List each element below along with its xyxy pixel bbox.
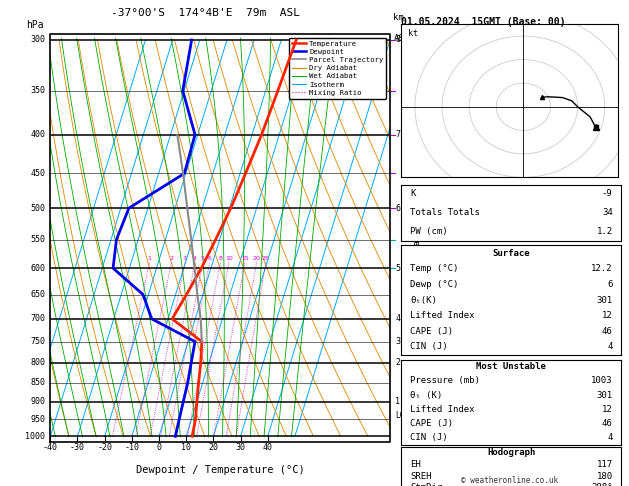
Text: 6: 6 — [395, 204, 400, 213]
Text: 40: 40 — [263, 443, 273, 452]
Text: kt: kt — [408, 29, 418, 38]
Text: Lifted Index: Lifted Index — [410, 405, 475, 414]
Text: Most Unstable: Most Unstable — [476, 362, 547, 371]
Text: hPa: hPa — [26, 20, 44, 30]
Text: 117: 117 — [596, 460, 613, 469]
Text: Dewp (°C): Dewp (°C) — [410, 280, 459, 289]
Legend: Temperature, Dewpoint, Parcel Trajectory, Dry Adiabat, Wet Adiabat, Isotherm, Mi: Temperature, Dewpoint, Parcel Trajectory… — [289, 37, 386, 99]
Text: Temp (°C): Temp (°C) — [410, 264, 459, 273]
Text: 550: 550 — [30, 235, 45, 244]
Text: 1.2: 1.2 — [596, 227, 613, 236]
Text: 950: 950 — [30, 415, 45, 424]
Text: -30: -30 — [70, 443, 85, 452]
Text: -40: -40 — [43, 443, 58, 452]
Text: 301: 301 — [596, 391, 613, 399]
Text: -37°00'S  174°4B'E  79m  ASL: -37°00'S 174°4B'E 79m ASL — [111, 8, 301, 17]
Text: 800: 800 — [30, 358, 45, 367]
Text: 5: 5 — [201, 256, 205, 260]
Text: 30: 30 — [235, 443, 245, 452]
Text: 01.05.2024  15GMT (Base: 00): 01.05.2024 15GMT (Base: 00) — [401, 17, 566, 27]
Text: CIN (J): CIN (J) — [410, 433, 448, 442]
Text: 2: 2 — [395, 358, 400, 367]
Text: 4: 4 — [395, 314, 400, 323]
Text: 850: 850 — [30, 378, 45, 387]
Text: 12: 12 — [602, 311, 613, 320]
Text: Hodograph: Hodograph — [487, 449, 535, 457]
Text: 0: 0 — [157, 443, 162, 452]
Text: Lifted Index: Lifted Index — [410, 311, 475, 320]
Text: 450: 450 — [30, 169, 45, 178]
Text: ASL: ASL — [393, 34, 409, 43]
Text: CIN (J): CIN (J) — [410, 343, 448, 351]
Text: 350: 350 — [30, 86, 45, 95]
Text: 46: 46 — [602, 327, 613, 336]
Text: 20: 20 — [208, 443, 218, 452]
Text: 15: 15 — [241, 256, 248, 260]
Text: 7: 7 — [395, 130, 400, 139]
Text: 180: 180 — [596, 472, 613, 481]
Text: PW (cm): PW (cm) — [410, 227, 448, 236]
Text: LCL: LCL — [395, 412, 409, 420]
Text: Dewpoint / Temperature (°C): Dewpoint / Temperature (°C) — [136, 465, 304, 475]
Text: 4: 4 — [607, 343, 613, 351]
Text: 10: 10 — [181, 443, 191, 452]
Text: 1003: 1003 — [591, 376, 613, 385]
Text: 400: 400 — [30, 130, 45, 139]
Text: 4: 4 — [193, 256, 197, 260]
Text: 6: 6 — [607, 280, 613, 289]
Text: 3: 3 — [183, 256, 187, 260]
Text: 650: 650 — [30, 290, 45, 299]
Text: 1: 1 — [395, 397, 400, 406]
Text: 2: 2 — [169, 256, 174, 260]
Text: 600: 600 — [30, 263, 45, 273]
Text: 20: 20 — [253, 256, 260, 260]
Text: 46: 46 — [602, 419, 613, 428]
Text: 288°: 288° — [591, 484, 613, 486]
Text: 34: 34 — [602, 208, 613, 217]
Text: 12: 12 — [602, 405, 613, 414]
Text: 500: 500 — [30, 204, 45, 213]
Text: 300: 300 — [30, 35, 45, 44]
Text: 900: 900 — [30, 397, 45, 406]
Text: CAPE (J): CAPE (J) — [410, 419, 453, 428]
Text: 700: 700 — [30, 314, 45, 323]
Text: -20: -20 — [97, 443, 112, 452]
Text: 12.2: 12.2 — [591, 264, 613, 273]
Text: Totals Totals: Totals Totals — [410, 208, 480, 217]
Text: SREH: SREH — [410, 472, 431, 481]
Text: 4: 4 — [607, 433, 613, 442]
Text: CAPE (J): CAPE (J) — [410, 327, 453, 336]
Text: km: km — [393, 13, 404, 22]
Text: 750: 750 — [30, 337, 45, 346]
Text: -10: -10 — [125, 443, 140, 452]
Text: 5: 5 — [395, 263, 400, 273]
Text: Surface: Surface — [493, 249, 530, 258]
Text: -9: -9 — [602, 190, 613, 198]
Text: StmDir: StmDir — [410, 484, 442, 486]
Text: 10: 10 — [225, 256, 233, 260]
Text: θₜ (K): θₜ (K) — [410, 391, 442, 399]
Text: 25: 25 — [262, 256, 270, 260]
Text: K: K — [410, 190, 416, 198]
Text: 6: 6 — [208, 256, 211, 260]
Text: 8: 8 — [395, 35, 400, 44]
Text: 301: 301 — [596, 295, 613, 305]
Text: © weatheronline.co.uk: © weatheronline.co.uk — [461, 476, 558, 485]
Text: 1: 1 — [148, 256, 152, 260]
Text: 1000: 1000 — [25, 432, 45, 441]
Text: EH: EH — [410, 460, 421, 469]
Text: 3: 3 — [395, 337, 400, 346]
Text: θₜ(K): θₜ(K) — [410, 295, 437, 305]
Text: 8: 8 — [218, 256, 222, 260]
Text: Pressure (mb): Pressure (mb) — [410, 376, 480, 385]
Text: Mixing Ratio (g/kg): Mixing Ratio (g/kg) — [413, 194, 421, 282]
